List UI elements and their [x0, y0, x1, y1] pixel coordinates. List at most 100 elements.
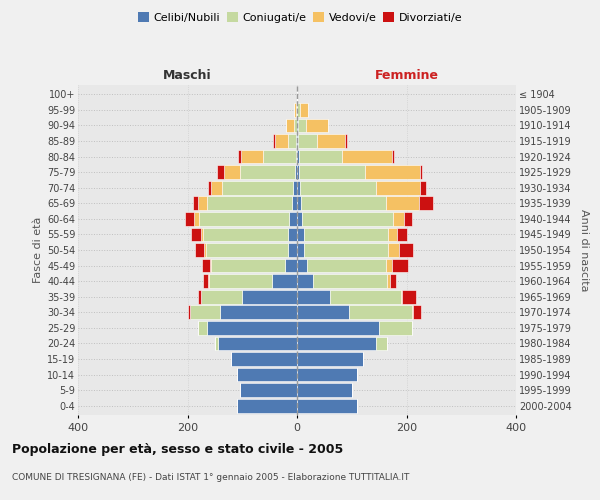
- Bar: [208, 181, 211, 194]
- Bar: [299, 166, 365, 179]
- Bar: [297, 336, 376, 350]
- Bar: [187, 306, 190, 319]
- Bar: [297, 274, 313, 288]
- Bar: [194, 212, 199, 226]
- Bar: [224, 166, 240, 179]
- Bar: [297, 306, 349, 319]
- Bar: [286, 118, 294, 132]
- Bar: [185, 212, 194, 226]
- Bar: [218, 336, 297, 350]
- Bar: [301, 196, 386, 210]
- Bar: [199, 321, 206, 334]
- Bar: [295, 166, 297, 179]
- Bar: [238, 150, 241, 164]
- Bar: [343, 150, 392, 164]
- Bar: [194, 243, 205, 257]
- Bar: [297, 290, 330, 304]
- Bar: [317, 134, 344, 148]
- Bar: [304, 243, 388, 257]
- Bar: [413, 306, 421, 319]
- Bar: [297, 321, 379, 334]
- Bar: [296, 150, 297, 164]
- Bar: [297, 166, 299, 179]
- Bar: [388, 228, 397, 241]
- Bar: [292, 196, 297, 210]
- Bar: [298, 118, 307, 132]
- Bar: [220, 306, 297, 319]
- Bar: [304, 228, 388, 241]
- Bar: [273, 134, 275, 148]
- Y-axis label: Fasce di età: Fasce di età: [32, 217, 43, 283]
- Bar: [307, 258, 386, 272]
- Bar: [379, 321, 412, 334]
- Bar: [203, 274, 208, 288]
- Bar: [344, 134, 347, 148]
- Bar: [402, 290, 416, 304]
- Bar: [419, 196, 433, 210]
- Bar: [202, 258, 210, 272]
- Text: Popolazione per età, sesso e stato civile - 2005: Popolazione per età, sesso e stato civil…: [12, 442, 343, 456]
- Bar: [190, 306, 220, 319]
- Bar: [206, 196, 292, 210]
- Bar: [412, 306, 413, 319]
- Bar: [297, 399, 357, 412]
- Bar: [297, 368, 357, 382]
- Bar: [272, 274, 297, 288]
- Bar: [210, 258, 211, 272]
- Bar: [289, 212, 297, 226]
- Bar: [388, 243, 400, 257]
- Bar: [296, 103, 297, 117]
- Bar: [288, 228, 297, 241]
- Bar: [297, 243, 304, 257]
- Bar: [300, 181, 376, 194]
- Bar: [211, 181, 222, 194]
- Bar: [209, 274, 272, 288]
- Bar: [404, 212, 412, 226]
- Bar: [297, 212, 302, 226]
- Bar: [241, 150, 263, 164]
- Bar: [299, 150, 343, 164]
- Bar: [420, 181, 425, 194]
- Bar: [297, 134, 298, 148]
- Bar: [199, 290, 201, 304]
- Bar: [376, 336, 388, 350]
- Y-axis label: Anni di nascita: Anni di nascita: [578, 208, 589, 291]
- Text: Femmine: Femmine: [374, 69, 439, 82]
- Bar: [263, 150, 296, 164]
- Bar: [205, 243, 206, 257]
- Bar: [240, 166, 295, 179]
- Bar: [386, 196, 419, 210]
- Bar: [297, 150, 299, 164]
- Bar: [239, 383, 297, 397]
- Bar: [297, 181, 300, 194]
- Bar: [297, 196, 301, 210]
- Bar: [211, 258, 285, 272]
- Bar: [275, 134, 288, 148]
- Bar: [390, 274, 395, 288]
- Bar: [206, 321, 297, 334]
- Bar: [288, 134, 296, 148]
- Legend: Celibi/Nubili, Coniugati/e, Vedovi/e, Divorziati/e: Celibi/Nubili, Coniugati/e, Vedovi/e, Di…: [133, 8, 467, 28]
- Bar: [285, 258, 297, 272]
- Bar: [297, 258, 307, 272]
- Bar: [237, 399, 297, 412]
- Bar: [200, 228, 203, 241]
- Bar: [297, 352, 363, 366]
- Bar: [313, 274, 388, 288]
- Bar: [217, 166, 224, 179]
- Bar: [201, 290, 242, 304]
- Bar: [365, 166, 419, 179]
- Bar: [302, 212, 393, 226]
- Bar: [193, 196, 199, 210]
- Bar: [297, 118, 298, 132]
- Bar: [294, 118, 297, 132]
- Bar: [242, 290, 297, 304]
- Bar: [307, 118, 328, 132]
- Bar: [199, 196, 206, 210]
- Bar: [237, 368, 297, 382]
- Bar: [191, 228, 200, 241]
- Bar: [330, 290, 401, 304]
- Bar: [393, 212, 404, 226]
- Bar: [349, 306, 412, 319]
- Bar: [386, 258, 392, 272]
